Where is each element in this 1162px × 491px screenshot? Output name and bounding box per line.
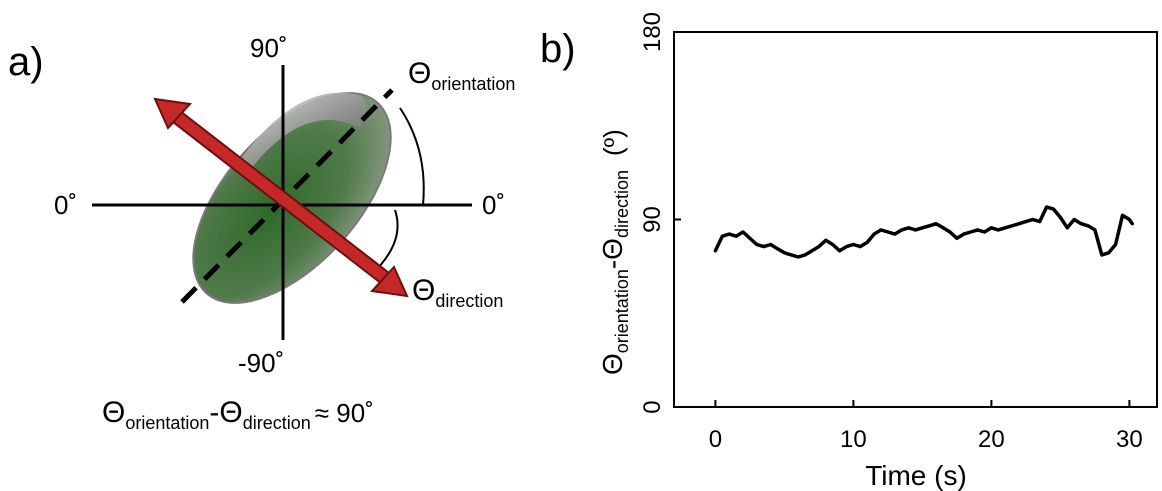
theta-orientation-label: Θorientation: [408, 57, 515, 94]
y-axis-title: Θorientation-Θdirection(º): [597, 129, 632, 375]
angle-equation: Θorientation-Θdirection ≈ 90˚: [102, 396, 374, 433]
orientation-angle-arc: [399, 107, 425, 206]
x-axis-title: Time (s): [865, 460, 967, 491]
y-tick-label: 180: [639, 12, 666, 52]
direction-arrow: [153, 97, 409, 298]
panel-a: a) 90˚ -90˚ 0˚ 0˚ Θorientation: [8, 33, 515, 433]
angle-label-right: 0˚: [482, 190, 505, 220]
chart-layer: 0 10 20 30 0 90 180: [639, 12, 1143, 453]
orientation-dashed-line: [180, 88, 394, 304]
angle-label-bottom: -90˚: [238, 348, 284, 378]
y-tick-label: 0: [639, 400, 666, 413]
theta-direction-label: Θdirection: [412, 274, 503, 311]
panel-b-label: b): [540, 27, 576, 71]
angle-label-left: 0˚: [54, 190, 77, 220]
series-line: [713, 205, 1134, 259]
ellipsoid-rim: [240, 92, 367, 170]
plot-frame: [673, 31, 1158, 408]
panel-b: b) Θorientation-Θdirection(º) 0 10 20 30 0 90…: [540, 12, 1158, 491]
panel-a-label: a): [8, 40, 44, 84]
x-tick-label: 30: [1116, 426, 1143, 453]
x-tick-label: 10: [840, 426, 867, 453]
x-tick-label: 0: [709, 426, 722, 453]
direction-angle-arc: [375, 209, 399, 271]
angle-label-top: 90˚: [250, 33, 288, 63]
y-tick-label: 90: [639, 206, 666, 233]
x-tick-label: 20: [978, 426, 1005, 453]
